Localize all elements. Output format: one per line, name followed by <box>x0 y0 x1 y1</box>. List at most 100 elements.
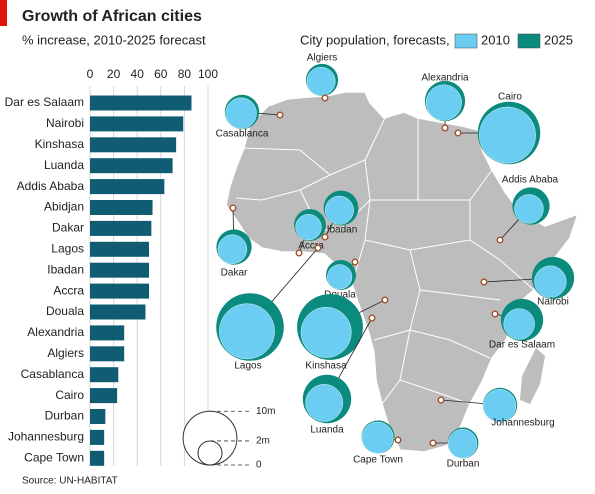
bubble-2010 <box>479 106 536 164</box>
bar <box>90 388 118 404</box>
bubble-2010 <box>300 306 352 358</box>
bubble-2010 <box>219 303 275 360</box>
size-legend-label: 10m <box>256 406 275 417</box>
city-dot <box>480 278 488 286</box>
city-dot <box>321 233 329 241</box>
bubble-2010 <box>324 195 354 225</box>
x-tick-label: 0 <box>87 67 94 81</box>
y-tick-label: Addis Ababa <box>17 179 85 193</box>
city-label: Douala <box>324 290 356 301</box>
y-tick-label: Nairobi <box>46 116 84 130</box>
city-label: Kinshasa <box>305 361 347 372</box>
bar <box>90 409 106 424</box>
x-tick-label: 100 <box>198 67 218 81</box>
city-label: Alexandria <box>421 73 469 84</box>
y-tick-label: Kinshasa <box>35 137 85 151</box>
city-dot <box>437 396 445 404</box>
city-label: Ibadan <box>327 225 358 236</box>
city-label: Accra <box>298 241 324 252</box>
bar <box>90 346 125 362</box>
city-dot <box>321 94 329 102</box>
y-tick-label: Cape Town <box>24 450 84 464</box>
bar <box>90 158 173 174</box>
city-dot <box>441 124 449 132</box>
y-tick-label: Algiers <box>47 346 84 360</box>
bar <box>90 241 149 257</box>
legend-swatch <box>517 33 541 49</box>
y-tick-label: Lagos <box>51 241 84 255</box>
y-tick-label: Abidjan <box>44 200 84 214</box>
chart-subtitle: % increase, 2010-2025 forecast <box>22 32 206 47</box>
bubble-2010 <box>483 389 517 423</box>
city-label: Lagos <box>234 361 261 372</box>
bar <box>90 304 146 320</box>
bubble-2010 <box>305 384 344 422</box>
size-legend-label: 0 <box>256 460 262 471</box>
city-label: Dar es Salaam <box>489 340 555 351</box>
bubble-2010 <box>225 97 257 129</box>
y-tick-label: Luanda <box>44 158 84 172</box>
city-dot <box>381 296 389 304</box>
bar <box>90 325 125 341</box>
city-label: Cape Town <box>353 455 403 466</box>
bar <box>90 116 184 132</box>
legend-title: City population, forecasts, <box>300 32 450 47</box>
y-tick-label: Ibadan <box>47 262 84 276</box>
city-dot <box>454 129 462 137</box>
bubble-2010 <box>503 308 535 340</box>
city-dot <box>351 258 359 266</box>
legend-label: 2010 <box>481 32 510 47</box>
chart-title: Growth of African cities <box>22 8 202 25</box>
bar <box>90 220 152 236</box>
city-label: Algiers <box>307 53 338 64</box>
city-label: Durban <box>447 459 480 470</box>
bar <box>90 367 119 383</box>
city-dot <box>276 111 284 119</box>
y-tick-label: Douala <box>46 304 84 318</box>
y-tick-label: Dar es Salaam <box>5 95 84 109</box>
x-tick-label: 60 <box>154 67 168 81</box>
city-label: Luanda <box>310 425 344 436</box>
legend-label: 2025 <box>544 32 573 47</box>
bar <box>90 262 149 278</box>
bubble-2010 <box>217 234 248 264</box>
x-tick-label: 20 <box>107 67 121 81</box>
bar <box>90 179 165 195</box>
bar <box>90 200 153 215</box>
madagascar <box>520 348 545 404</box>
y-tick-label: Casablanca <box>21 367 85 381</box>
borders <box>235 117 535 405</box>
x-tick-label: 80 <box>178 67 192 81</box>
city-label: Nairobi <box>537 297 569 308</box>
bar <box>90 283 149 299</box>
africa <box>225 91 580 453</box>
y-tick-label: Dakar <box>52 221 84 235</box>
y-tick-label: Durban <box>45 409 84 423</box>
bar <box>90 450 105 466</box>
y-tick-label: Alexandria <box>27 325 84 339</box>
city-label: Addis Ababa <box>502 175 559 186</box>
bubble-2010 <box>534 265 567 298</box>
x-tick-label: 40 <box>131 67 145 81</box>
map: Algiers Casablanca Alexandria Cairo Addis Ab… <box>216 53 580 470</box>
city-label: Johannesburg <box>491 418 554 429</box>
bubbles: Algiers Casablanca Alexandria Cairo Addis Ab… <box>216 53 575 470</box>
size-legend-circle <box>197 440 223 466</box>
y-tick-label: Cairo <box>55 388 84 402</box>
y-tick-label: Accra <box>53 283 84 297</box>
bar <box>90 429 105 445</box>
city-label: Dakar <box>221 268 248 279</box>
bubble-2010 <box>514 194 544 224</box>
bubble-2010 <box>327 264 353 290</box>
bar <box>90 137 177 153</box>
bubble-2010 <box>425 84 462 121</box>
city-label: Cairo <box>498 92 522 103</box>
city-dot <box>429 439 437 447</box>
city-dot <box>496 236 504 244</box>
red-tag <box>0 0 7 26</box>
bubble-2010 <box>447 429 478 459</box>
city-dot <box>394 436 402 444</box>
y-tick-label: Johannesburg <box>8 430 84 444</box>
bubble-2010 <box>295 214 322 241</box>
